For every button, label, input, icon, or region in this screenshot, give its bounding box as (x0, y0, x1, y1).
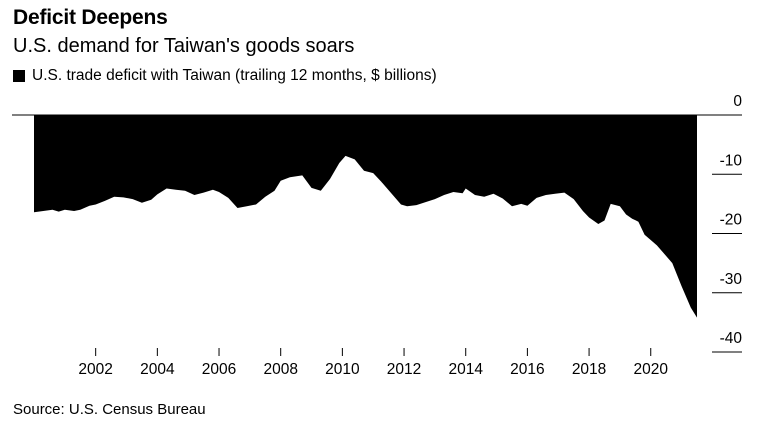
deficit-area (34, 115, 697, 318)
x-tick-label: 2012 (387, 361, 421, 378)
y-tick-label: -40 (720, 330, 743, 347)
x-tick-label: 2020 (634, 361, 669, 378)
chart-subtitle: U.S. demand for Taiwan's goods soars (13, 35, 355, 57)
x-tick-label: 2018 (572, 361, 606, 378)
x-tick-label: 2010 (325, 361, 360, 378)
y-tick-label: -10 (720, 152, 743, 169)
y-tick-label: 0 (733, 93, 742, 110)
legend-swatch (13, 70, 25, 82)
x-tick-label: 2016 (510, 361, 544, 378)
legend: U.S. trade deficit with Taiwan (trailing… (13, 67, 437, 85)
chart-title: Deficit Deepens (13, 6, 168, 29)
x-tick-label: 2006 (202, 361, 236, 378)
y-tick-label: -20 (720, 212, 743, 229)
x-tick-label: 2002 (78, 361, 112, 378)
x-tick-label: 2004 (140, 361, 175, 378)
source-note: Source: U.S. Census Bureau (13, 401, 206, 418)
x-tick-label: 2014 (448, 361, 483, 378)
x-tick-label: 2008 (263, 361, 297, 378)
legend-label: U.S. trade deficit with Taiwan (trailing… (32, 67, 437, 84)
y-tick-label: -30 (720, 271, 743, 288)
